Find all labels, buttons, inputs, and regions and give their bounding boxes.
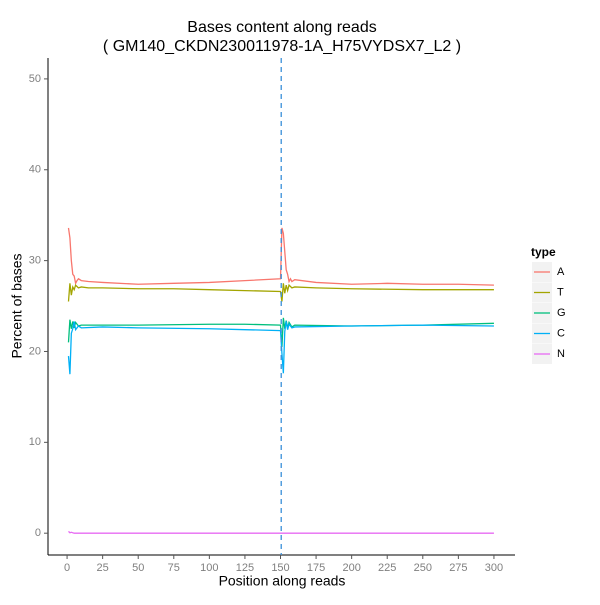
x-tick-label: 200 bbox=[342, 562, 360, 574]
series-line bbox=[68, 530, 494, 534]
x-tick-label: 75 bbox=[168, 562, 180, 574]
chart-subtitle: ( GM140_CKDN230011978-1A_H75VYDSX7_L2 ) bbox=[103, 38, 461, 55]
x-tick-label: 125 bbox=[236, 562, 254, 574]
x-tick-label: 275 bbox=[449, 562, 467, 574]
x-tick-label: 150 bbox=[271, 562, 289, 574]
legend-label: A bbox=[557, 266, 565, 278]
y-tick-label: 50 bbox=[29, 73, 41, 85]
x-tick-label: 175 bbox=[307, 562, 325, 574]
y-tick-label: 20 bbox=[29, 345, 41, 357]
y-tick-label: 30 bbox=[29, 255, 41, 267]
x-tick-label: 225 bbox=[378, 562, 396, 574]
x-tick-label: 250 bbox=[414, 562, 432, 574]
y-axis-label: Percent of bases bbox=[9, 253, 25, 358]
legend-label: N bbox=[557, 348, 565, 360]
y-tick-label: 0 bbox=[35, 527, 41, 539]
series-line bbox=[67, 317, 494, 347]
x-tick-label: 300 bbox=[485, 562, 503, 574]
series-line bbox=[67, 283, 494, 302]
series-line bbox=[67, 321, 494, 375]
x-tick-label: 25 bbox=[97, 562, 109, 574]
y-tick-label: 10 bbox=[29, 436, 41, 448]
legend-label: T bbox=[557, 286, 564, 298]
x-axis-label: Position along reads bbox=[219, 573, 346, 589]
x-tick-label: 50 bbox=[132, 562, 144, 574]
x-tick-label: 100 bbox=[200, 562, 218, 574]
chart-title: Bases content along reads bbox=[187, 19, 376, 36]
legend-label: G bbox=[557, 307, 566, 319]
legend-title: type bbox=[531, 245, 556, 259]
legend-label: C bbox=[557, 327, 565, 339]
x-tick-label: 0 bbox=[64, 562, 70, 574]
y-tick-label: 40 bbox=[29, 164, 41, 176]
series-line bbox=[67, 227, 494, 286]
